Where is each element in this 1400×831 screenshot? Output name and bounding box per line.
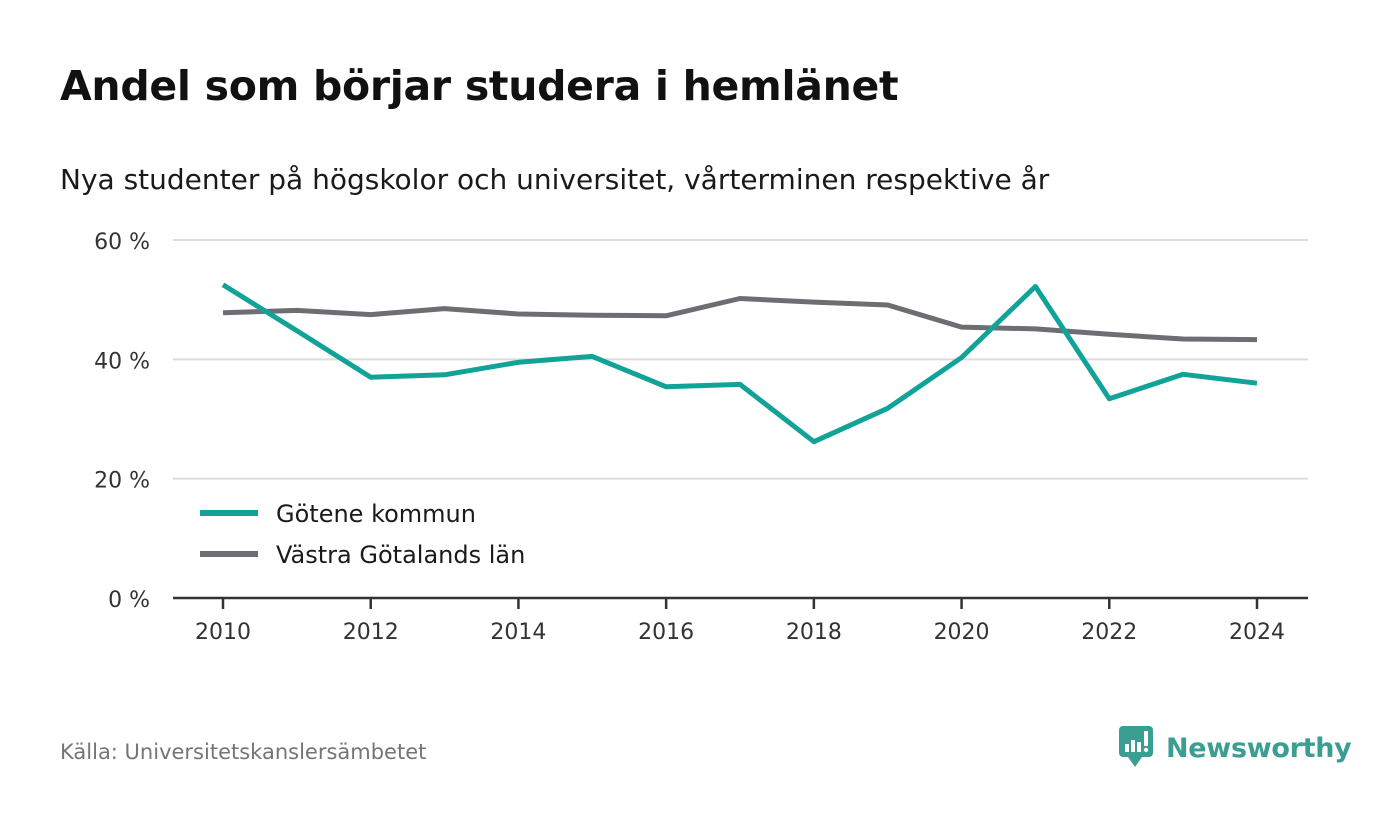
- x-tick-label: 2016: [638, 620, 694, 645]
- x-tick-label: 2018: [786, 620, 842, 645]
- series-line: [222, 296, 1258, 343]
- legend-label: Götene kommun: [276, 500, 476, 528]
- x-tick-label: 2012: [343, 620, 399, 645]
- y-tick-label: 0 %: [108, 588, 150, 613]
- y-tick-label: 60 %: [94, 230, 150, 255]
- y-tick-label: 40 %: [94, 349, 150, 374]
- source-note: Källa: Universitetskanslersämbetet: [60, 740, 427, 764]
- line-chart: 0 % 20 % 40 % 60 % 2010 2012 2014 2016 2018 2020 2…: [94, 230, 1308, 645]
- x-tick-label: 2022: [1081, 620, 1137, 645]
- x-tick-label: 2020: [934, 620, 990, 645]
- legend-label: Västra Götalands län: [276, 541, 525, 569]
- brand-name: Newsworthy: [1166, 732, 1352, 764]
- brand-logo: Newsworthy: [1118, 725, 1352, 771]
- y-tick-label: 20 %: [94, 469, 150, 494]
- x-tick-label: 2014: [490, 620, 546, 645]
- series-line: [221, 282, 1258, 445]
- x-tick-label: 2024: [1229, 620, 1285, 645]
- newsworthy-logo-icon: [1119, 726, 1153, 767]
- chart-subtitle: Nya studenter på högskolor och universit…: [60, 163, 1050, 196]
- chart-title: Andel som börjar studera i hemlänet: [60, 62, 899, 110]
- x-tick-label: 2010: [195, 620, 251, 645]
